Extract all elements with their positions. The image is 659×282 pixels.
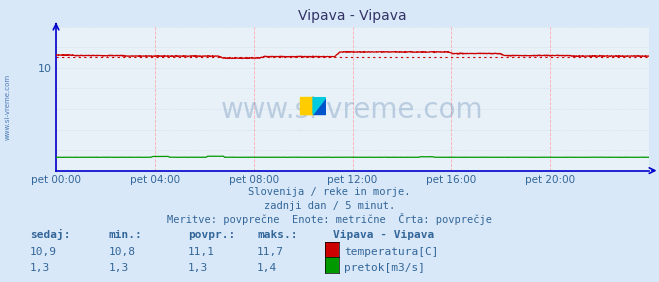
Text: 1,3: 1,3 [188,263,208,273]
Polygon shape [313,97,326,114]
Polygon shape [313,97,326,114]
Text: 1,3: 1,3 [109,263,129,273]
Bar [300,97,313,114]
Text: min.:: min.: [109,230,142,240]
Text: Slovenija / reke in morje.: Slovenija / reke in morje. [248,187,411,197]
Text: sedaj:: sedaj: [30,229,70,240]
Text: 10,8: 10,8 [109,247,136,257]
Bar [300,97,313,114]
Text: www.si-vreme.com: www.si-vreme.com [221,96,484,124]
Text: Vipava - Vipava: Vipava - Vipava [333,230,434,240]
Text: www.si-vreme.com: www.si-vreme.com [5,74,11,140]
Text: 11,1: 11,1 [188,247,215,257]
Text: 1,3: 1,3 [30,263,50,273]
Text: Meritve: povprečne  Enote: metrične  Črta: povprečje: Meritve: povprečne Enote: metrične Črta:… [167,213,492,225]
Text: pretok[m3/s]: pretok[m3/s] [344,263,425,273]
Text: povpr.:: povpr.: [188,230,235,240]
Title: Vipava - Vipava: Vipava - Vipava [299,9,407,23]
Text: zadnji dan / 5 minut.: zadnji dan / 5 minut. [264,201,395,211]
Text: 1,4: 1,4 [257,263,277,273]
Text: 10,9: 10,9 [30,247,57,257]
Text: 11,7: 11,7 [257,247,284,257]
Text: temperatura[C]: temperatura[C] [344,247,438,257]
Text: maks.:: maks.: [257,230,297,240]
